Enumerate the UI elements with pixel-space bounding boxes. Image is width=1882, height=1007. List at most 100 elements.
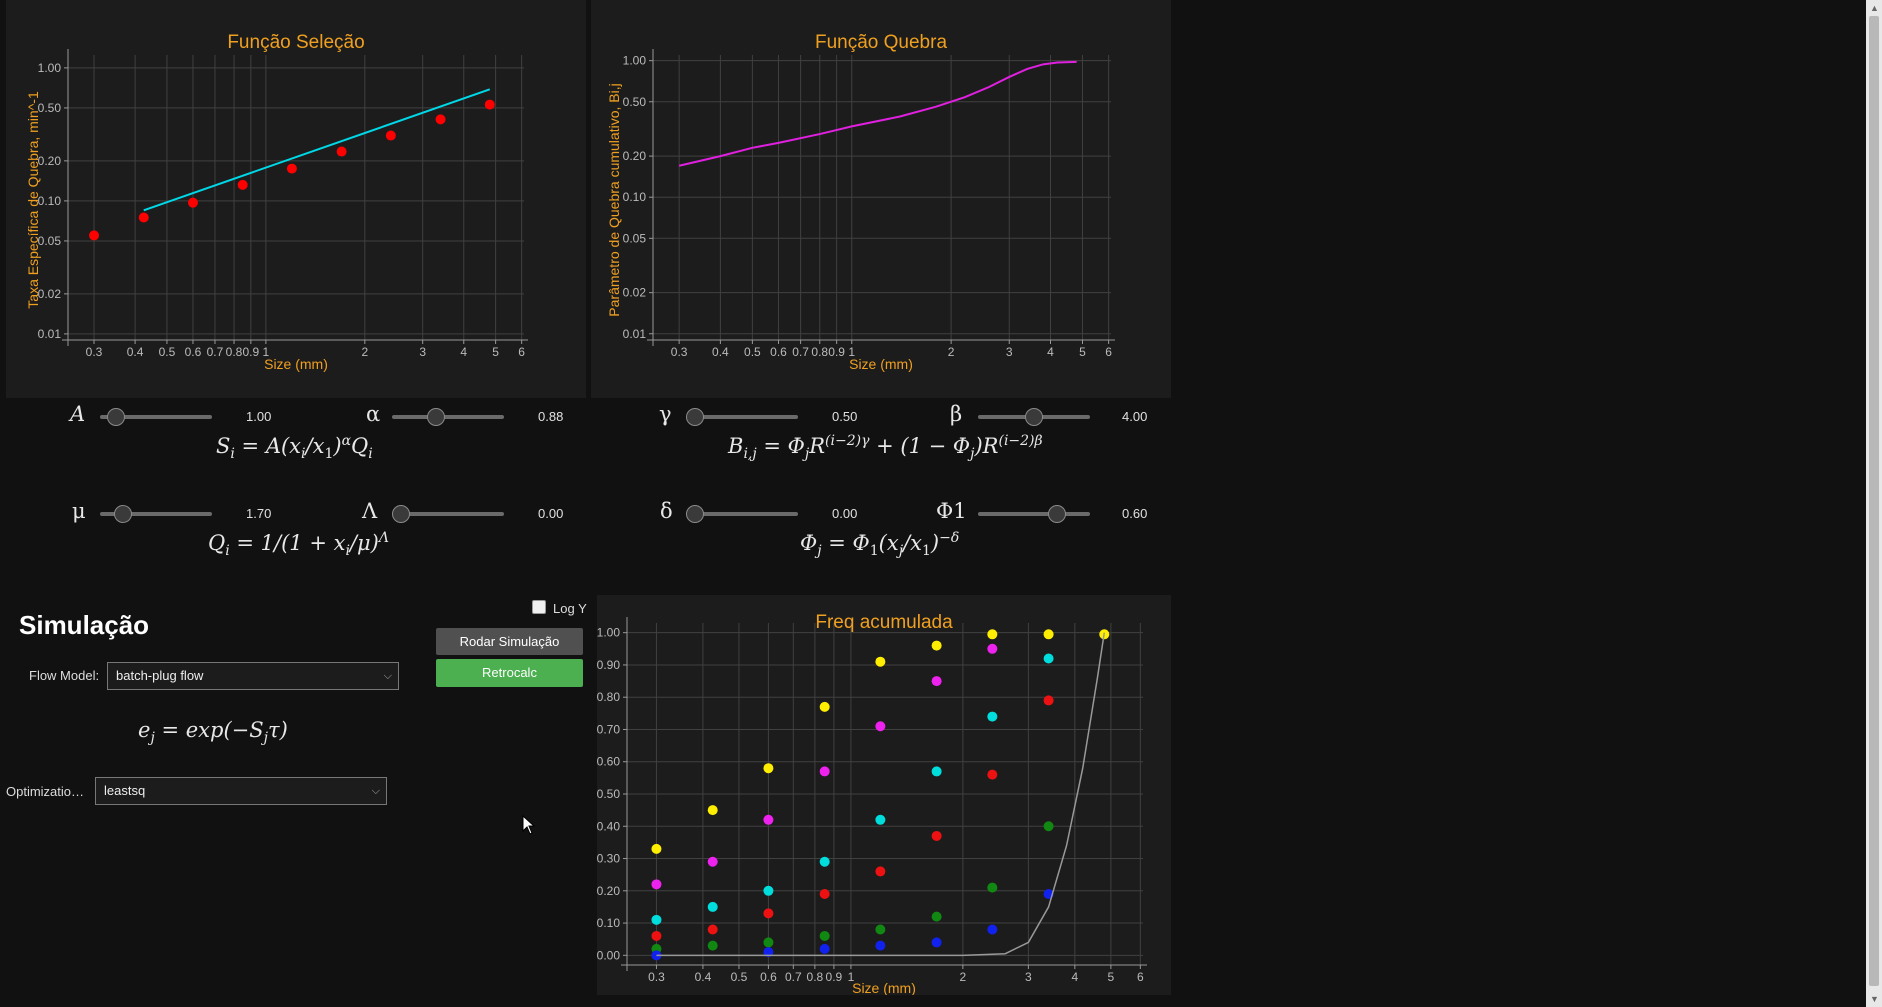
selection-chart-ylabel: Taxa Específica de Quebra, min^-1 bbox=[25, 91, 41, 309]
chevron-down-icon: ⌵ bbox=[371, 785, 380, 797]
slider-beta-knob[interactable] bbox=[1024, 408, 1043, 426]
run-simulation-button[interactable]: Rodar Simulação bbox=[436, 628, 583, 655]
slider-mu-knob[interactable] bbox=[114, 505, 133, 523]
slider-Phi1[interactable] bbox=[978, 505, 1090, 523]
scroll-down-icon[interactable]: ▼ bbox=[1870, 994, 1879, 1004]
x-tick-label: 0.5 bbox=[159, 345, 176, 359]
data-point bbox=[1043, 653, 1054, 664]
y-tick-label: 0.50 bbox=[597, 787, 620, 801]
data-point bbox=[931, 640, 942, 651]
x-tick-label: 0.7 bbox=[207, 345, 224, 359]
data-point bbox=[763, 763, 774, 774]
slider-Lambda-knob[interactable] bbox=[392, 505, 410, 523]
x-tick-label: 0.4 bbox=[712, 345, 729, 359]
slider-A[interactable] bbox=[100, 408, 212, 426]
y-tick-label: 0.10 bbox=[38, 194, 62, 208]
y-tick-label: 0.80 bbox=[597, 690, 620, 704]
x-tick-label: 2 bbox=[948, 345, 955, 359]
data-point bbox=[336, 146, 347, 157]
value-beta: 4.00 bbox=[1122, 409, 1148, 424]
y-tick-label: 0.00 bbox=[597, 948, 620, 962]
slider-delta-knob[interactable] bbox=[686, 505, 704, 523]
slider-gamma[interactable] bbox=[686, 408, 798, 426]
y-tick-label: 0.40 bbox=[597, 819, 620, 833]
x-tick-label: 5 bbox=[1079, 345, 1086, 359]
y-tick-label: 0.90 bbox=[597, 658, 620, 672]
data-point bbox=[1043, 629, 1054, 640]
data-point bbox=[819, 856, 830, 867]
y-tick-label: 1.00 bbox=[623, 54, 647, 68]
logy-checkbox[interactable] bbox=[532, 600, 546, 614]
data-point bbox=[875, 814, 886, 825]
y-tick-label: 0.70 bbox=[597, 722, 620, 736]
formula-phi: Φj = Φ1(xj/x1)−δ bbox=[800, 530, 960, 560]
data-point bbox=[875, 656, 886, 667]
data-point bbox=[651, 914, 662, 925]
x-tick-label: 6 bbox=[1137, 970, 1144, 984]
slider-mu[interactable] bbox=[100, 505, 212, 523]
breakage-chart-xlabel: Size (mm) bbox=[849, 356, 913, 372]
symbol-A: A bbox=[70, 402, 86, 426]
slider-delta[interactable] bbox=[686, 505, 798, 523]
y-tick-label: 0.05 bbox=[623, 231, 647, 245]
data-point bbox=[819, 701, 830, 712]
control-mu: μ 1.70 bbox=[0, 497, 580, 527]
y-tick-label: 0.01 bbox=[38, 327, 62, 341]
flow-model-select[interactable]: batch-plug flow ⌵ bbox=[107, 662, 399, 690]
x-tick-label: 5 bbox=[1108, 970, 1115, 984]
control-Lambda: Λ 0.00 bbox=[0, 497, 580, 527]
x-tick-label: 0.9 bbox=[826, 970, 843, 984]
data-point bbox=[707, 924, 718, 935]
control-gamma: γ 0.50 bbox=[0, 400, 1180, 430]
slider-Phi1-knob[interactable] bbox=[1048, 505, 1067, 523]
slider-A-knob[interactable] bbox=[106, 408, 125, 426]
x-tick-label: 2 bbox=[960, 970, 967, 984]
y-tick-label: 0.20 bbox=[597, 884, 620, 898]
y-tick-label: 0.30 bbox=[597, 852, 620, 866]
control-alpha: α 0.88 bbox=[0, 400, 580, 430]
y-tick-label: 0.02 bbox=[623, 286, 647, 300]
data-point bbox=[435, 114, 446, 125]
y-tick-label: 1.00 bbox=[597, 626, 620, 640]
scrollbar-thumb[interactable] bbox=[1869, 16, 1879, 986]
vertical-scrollbar[interactable]: ▲ ▼ bbox=[1866, 0, 1882, 1007]
x-tick-label: 2 bbox=[361, 345, 368, 359]
slider-alpha[interactable] bbox=[392, 408, 504, 426]
retrocalc-button[interactable]: Retrocalc bbox=[436, 659, 583, 687]
data-point bbox=[484, 99, 495, 110]
slider-gamma-knob[interactable] bbox=[686, 408, 704, 426]
x-tick-label: 1 bbox=[848, 345, 855, 359]
breakage-chart-panel: 0.3 0.4 0.5 0.6 0.7 0.8 0.9 1 2 3 4 5 6 0.01 0.02 0.05 0… bbox=[591, 0, 1171, 398]
x-tick-label: 3 bbox=[419, 345, 426, 359]
value-A: 1.00 bbox=[246, 409, 272, 424]
data-point bbox=[763, 885, 774, 896]
optimization-select[interactable]: leastsq ⌵ bbox=[95, 777, 387, 805]
data-point bbox=[651, 879, 662, 890]
x-tick-label: 4 bbox=[1071, 970, 1078, 984]
slider-alpha-knob[interactable] bbox=[426, 408, 445, 426]
cumulative-chart-title: Freq acumulada bbox=[815, 612, 953, 633]
value-Lambda: 0.00 bbox=[538, 506, 564, 521]
scroll-up-icon[interactable]: ▲ bbox=[1870, 3, 1879, 13]
data-point bbox=[819, 766, 830, 777]
mouse-cursor-icon bbox=[522, 815, 536, 835]
formula-breakage: Bi,j = ΦjR(i−2)γ + (1 − Φj)R(i−2)β bbox=[728, 433, 1043, 463]
x-tick-label: 0.8 bbox=[811, 345, 828, 359]
value-gamma: 0.50 bbox=[832, 409, 858, 424]
x-tick-label: 5 bbox=[492, 345, 499, 359]
y-tick-label: 1.00 bbox=[38, 61, 62, 75]
data-point bbox=[819, 943, 830, 954]
x-tick-label: 0.4 bbox=[127, 345, 144, 359]
y-tick-label: 0.20 bbox=[38, 154, 62, 168]
slider-Lambda[interactable] bbox=[392, 505, 504, 523]
data-point bbox=[763, 937, 774, 948]
x-tick-label: 1 bbox=[263, 345, 270, 359]
x-tick-label: 4 bbox=[460, 345, 467, 359]
slider-beta[interactable] bbox=[978, 408, 1090, 426]
control-A: A 1.00 bbox=[0, 400, 580, 430]
data-point bbox=[819, 930, 830, 941]
series-line bbox=[678, 60, 1077, 167]
data-point bbox=[187, 197, 198, 208]
data-point bbox=[987, 924, 998, 935]
formula-plug: ej = exp(−Sjτ) bbox=[138, 718, 288, 747]
